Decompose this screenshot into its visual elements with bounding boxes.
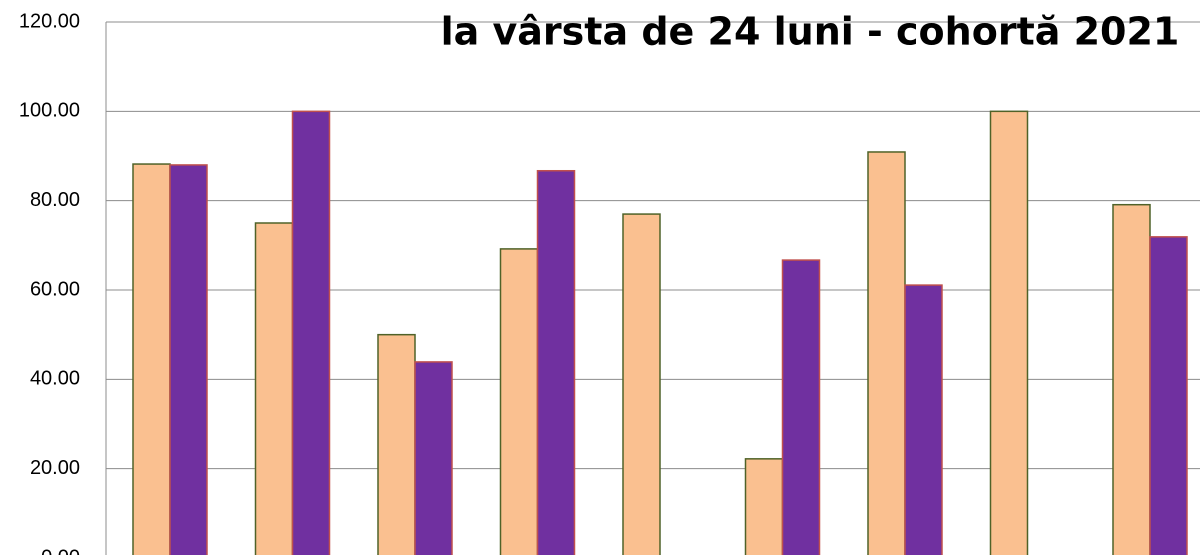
bar xyxy=(169,164,208,555)
bar xyxy=(781,259,821,555)
bar xyxy=(904,284,943,555)
bar xyxy=(1149,236,1188,555)
y-tick-label: 40.00 xyxy=(30,368,80,390)
bar xyxy=(132,163,171,555)
y-tick-label: 60.00 xyxy=(30,278,80,300)
bar xyxy=(867,151,906,555)
bar xyxy=(291,110,331,555)
bar xyxy=(499,248,539,555)
y-tick-label: 20.00 xyxy=(30,457,80,479)
bar xyxy=(744,458,784,555)
bar xyxy=(254,222,294,555)
chart-title: la vârsta de 24 luni - cohortă 2021 xyxy=(441,10,1180,54)
bar xyxy=(377,333,416,555)
bar xyxy=(622,213,661,555)
bar xyxy=(989,110,1029,555)
y-tick-label: 0.00 xyxy=(41,546,80,555)
bar xyxy=(1112,203,1151,555)
y-tick-label: 120.00 xyxy=(19,10,80,32)
bar xyxy=(414,361,453,555)
y-tick-label: 80.00 xyxy=(30,189,80,211)
y-tick-label: 100.00 xyxy=(19,100,80,122)
bar xyxy=(536,169,576,555)
